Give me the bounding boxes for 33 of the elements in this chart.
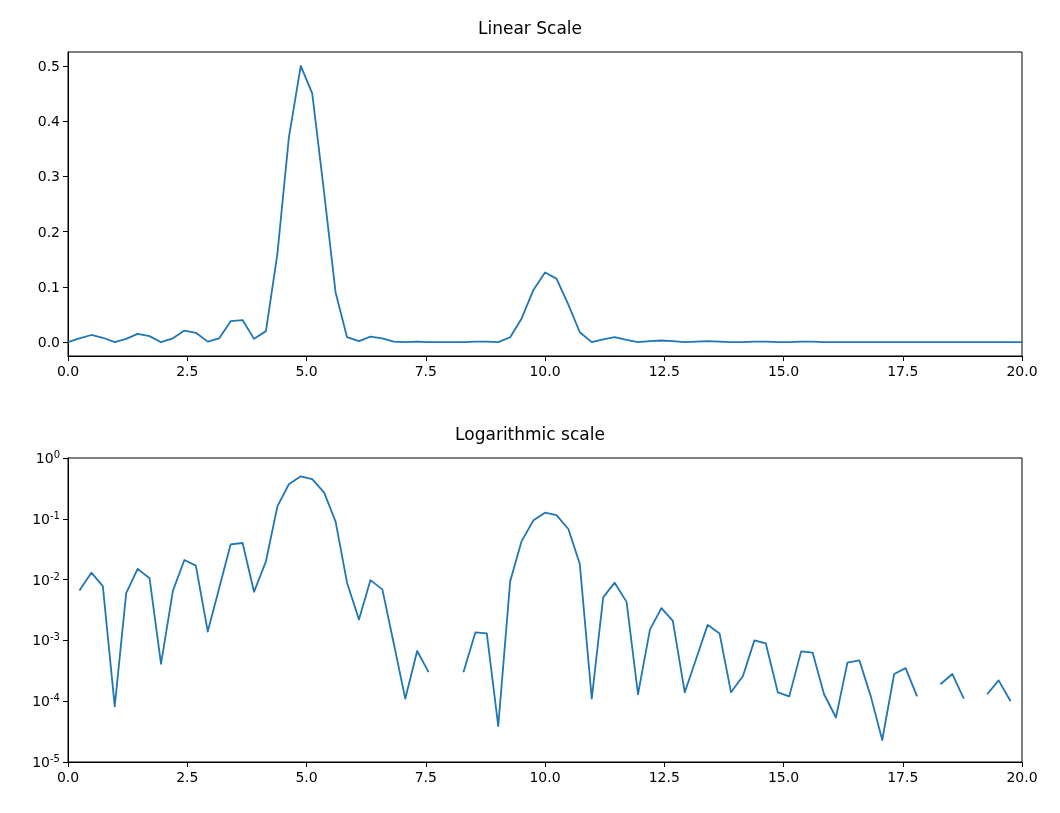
y-tick-label: 10$^{-2}$ — [32, 570, 60, 588]
x-tick-label: 7.5 — [414, 769, 437, 785]
y-tick-label: 0.5 — [37, 57, 60, 74]
y-tick-label: 0.0 — [37, 334, 60, 351]
x-tick-label: 12.5 — [648, 769, 680, 785]
chart-title: Linear Scale — [478, 17, 582, 38]
y-tick-label: 0.3 — [37, 168, 60, 185]
x-tick-label: 10.0 — [529, 363, 561, 379]
y-tick-label: 10$^{-4}$ — [32, 691, 60, 710]
x-tick-label: 2.5 — [176, 769, 199, 785]
x-tick-label: 12.5 — [648, 363, 680, 379]
x-tick-label: 17.5 — [887, 363, 919, 379]
x-tick-label: 10.0 — [529, 769, 561, 785]
x-tick-label: 2.5 — [176, 363, 199, 379]
x-tick-label: 0.0 — [56, 363, 80, 379]
line-series — [67, 64, 1023, 344]
y-tick-label: 0.2 — [37, 223, 60, 240]
y-tick-label: 10$^{-3}$ — [32, 630, 60, 649]
y-tick-label: 10$^{0}$ — [35, 448, 60, 466]
y-tick-label: 10$^{-1}$ — [32, 509, 60, 527]
x-tick-label: 20.0 — [1006, 363, 1038, 379]
x-tick-label: 20.0 — [1006, 769, 1038, 785]
x-tick-label: 0.0 — [56, 769, 80, 785]
x-tick-label: 15.0 — [767, 769, 800, 785]
x-tick-label: 17.5 — [887, 769, 919, 785]
y-tick-label: 0.4 — [37, 113, 61, 130]
x-tick-label: 5.0 — [295, 363, 318, 379]
y-tick-label: 10$^{-5}$ — [32, 752, 60, 770]
x-tick-label: 5.0 — [295, 769, 318, 785]
y-tick-label: 0.1 — [37, 278, 60, 295]
chart-title: Logarithmic scale — [455, 423, 605, 444]
x-tick-label: 15.0 — [767, 363, 800, 379]
x-tick-label: 7.5 — [414, 363, 437, 379]
